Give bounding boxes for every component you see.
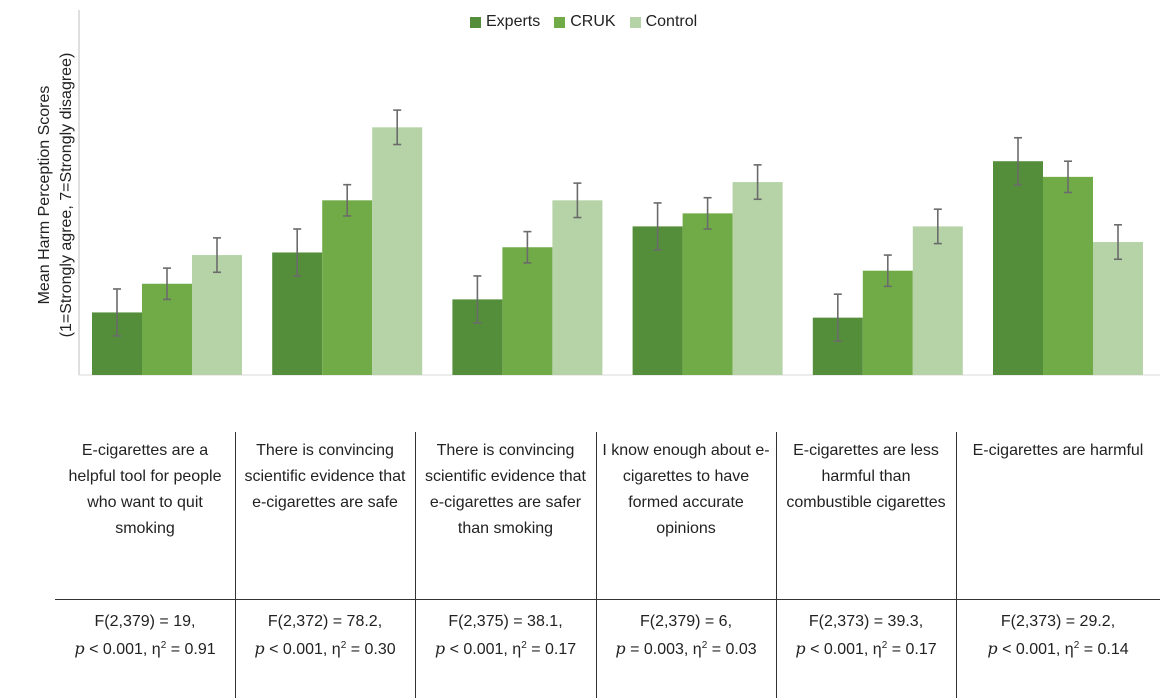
eta-superscript: 2 [701,640,708,651]
anova-stat: F(2,373) = 29.2, p < 0.001, η2 = 0.14 [956,608,1160,663]
bar-cruk-4 [682,213,733,375]
table-column-4: I know enough about e-cigarettes to have… [596,432,776,698]
p-value-text: < 0.001, η [264,641,341,658]
p-eta-value: p < 0.001, η2 = 0.14 [956,635,1160,663]
p-value-text: = 0.003, η [625,641,702,658]
statement-text: E-cigarettes are less harmful than combu… [786,442,946,511]
anova-stat: F(2,375) = 38.1, p < 0.001, η2 = 0.17 [415,608,596,663]
f-statistic: F(2,379) = 19, [94,613,196,630]
bar-experts-6 [993,161,1043,375]
statement-text: E-cigarettes are a helpful tool for peop… [68,442,222,537]
bar-control-1 [192,255,242,375]
bar-experts-4 [632,226,683,375]
statement-text: There is convincing scientific evidence … [244,442,406,511]
eta-superscript: 2 [340,640,347,651]
table-column-6: E-cigarettes are harmful F(2,373) = 29.2,… [956,432,1160,698]
bar-control-3 [552,200,603,375]
p-eta-value: p < 0.001, η2 = 0.17 [415,635,596,663]
eta-value: = 0.91 [166,641,216,658]
legend-label-control: Control [645,13,698,30]
column-divider [415,432,416,698]
column-divider [596,432,597,698]
table-column-1: E-cigarettes are a helpful tool for peop… [55,432,235,698]
bar-cruk-5 [862,270,913,375]
eta-superscript: 2 [160,640,167,651]
legend-label-experts: Experts [486,13,541,30]
f-statistic: F(2,373) = 39.3, [808,613,924,630]
p-value-text: < 0.001, η [84,641,161,658]
legend-item-cruk: CRUK [554,13,616,31]
bar-control-4 [732,182,783,375]
column-divider [956,432,957,698]
p-value-text: < 0.001, η [445,641,522,658]
bar-cruk-3 [502,247,553,375]
p-value-text: < 0.001, η [997,641,1074,658]
eta-superscript: 2 [521,640,527,651]
bar-cruk-6 [1043,176,1093,375]
p-value-text: < 0.001, η [805,641,882,658]
eta-value: = 0.17 [526,641,577,658]
p-symbol: p [987,639,998,658]
p-eta-value: p = 0.003, η2 = 0.03 [596,635,776,663]
eta-superscript: 2 [881,640,888,651]
bar-control-6 [1093,242,1143,375]
p-eta-value: p < 0.001, η2 = 0.91 [55,635,235,663]
anova-stat: F(2,379) = 19, p < 0.001, η2 = 0.91 [55,608,235,663]
table-column-2: There is convincing scientific evidence … [235,432,415,698]
eta-value: = 0.30 [346,641,396,658]
anova-stat: F(2,372) = 78.2, p < 0.001, η2 = 0.30 [235,608,415,663]
table-column-3: There is convincing scientific evidence … [415,432,596,698]
statement-text: E-cigarettes are harmful [972,442,1144,459]
legend-label-cruk: CRUK [570,13,616,30]
f-statistic: F(2,379) = 6, [639,613,733,630]
legend: Experts CRUK Control [470,13,697,31]
bar-chart [78,10,1160,376]
p-eta-value: p < 0.001, η2 = 0.17 [776,635,956,663]
p-symbol: p [434,639,446,658]
p-symbol: p [254,639,265,658]
legend-swatch-cruk [554,16,566,28]
bar-cruk-2 [322,200,373,375]
anova-stat: F(2,373) = 39.3, p < 0.001, η2 = 0.17 [776,608,956,663]
p-symbol: p [795,639,806,658]
f-statistic: F(2,375) = 38.1, [448,613,563,630]
f-statistic: F(2,373) = 29.2, [1000,613,1116,630]
legend-swatch-control [629,16,641,28]
bar-control-2 [372,127,423,375]
f-statistic: F(2,372) = 78.2, [267,613,383,630]
legend-item-experts: Experts [470,13,540,31]
eta-superscript: 2 [1073,640,1080,651]
p-symbol: p [74,639,85,658]
p-symbol: p [615,639,626,658]
legend-item-control: Control [629,13,698,31]
statement-table: E-cigarettes are a helpful tool for peop… [55,432,1160,698]
anova-stat: F(2,379) = 6, p = 0.003, η2 = 0.03 [596,608,776,663]
eta-value: = 0.14 [1079,641,1129,658]
eta-value: = 0.17 [887,641,937,658]
table-row-divider [55,599,1160,600]
legend-swatch-experts [470,16,481,28]
column-divider [776,432,777,698]
statement-text: I know enough about e-cigarettes to have… [602,442,770,537]
column-divider [235,432,236,698]
bar-control-5 [912,226,963,375]
eta-value: = 0.03 [707,641,757,658]
statement-text: There is convincing scientific evidence … [425,442,586,537]
table-column-5: E-cigarettes are less harmful than combu… [776,432,956,698]
p-eta-value: p < 0.001, η2 = 0.30 [235,635,415,663]
